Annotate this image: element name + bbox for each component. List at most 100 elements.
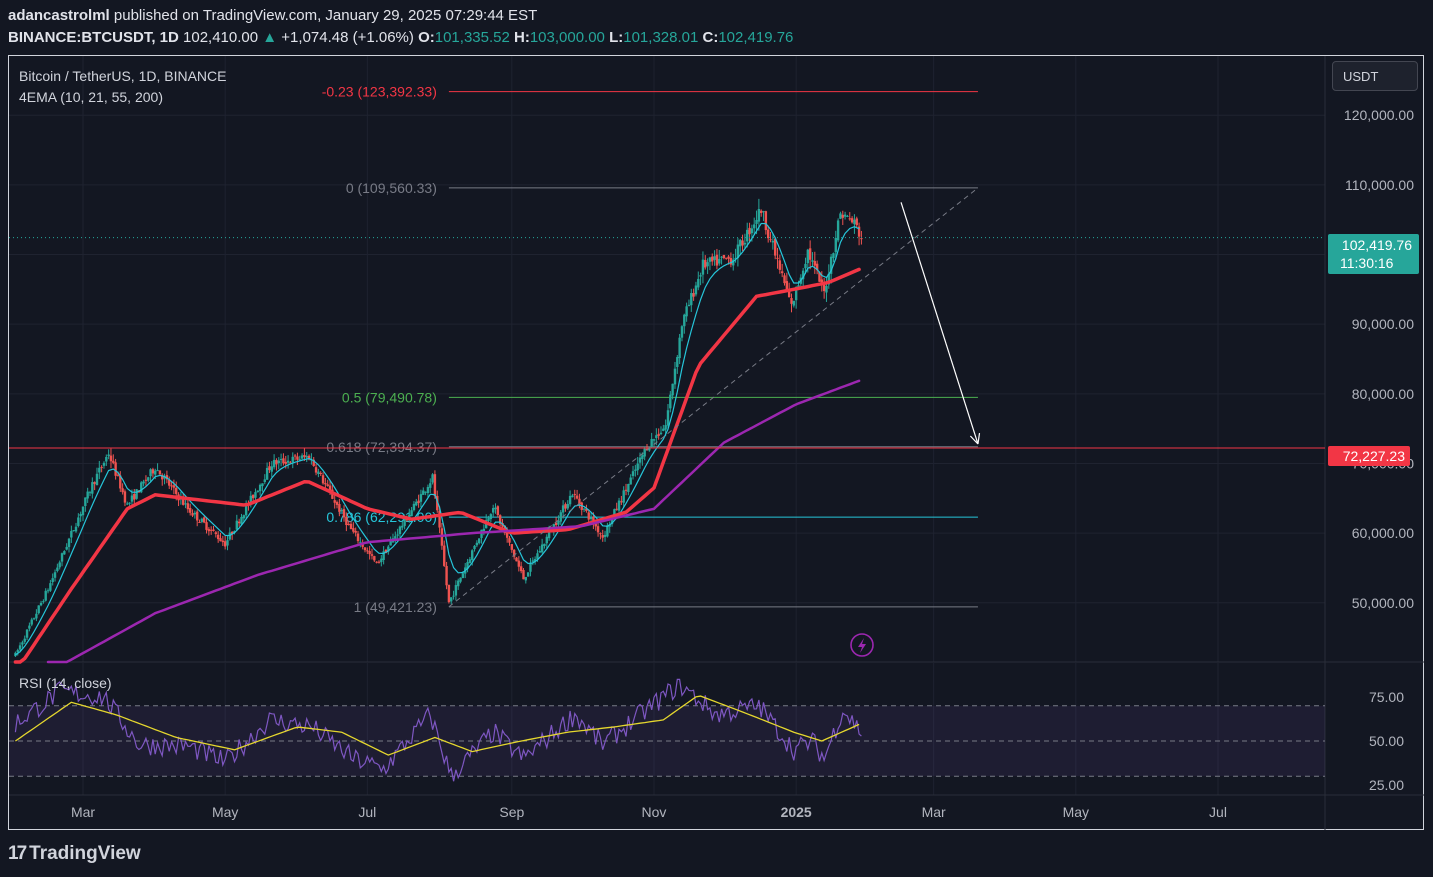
candle-body — [589, 517, 593, 520]
candle-body — [776, 257, 779, 259]
candle-body — [147, 477, 150, 481]
candle — [282, 453, 285, 466]
candle-body — [629, 477, 632, 485]
candle — [545, 534, 548, 549]
indicator-legend[interactable]: 4EMA (10, 21, 55, 200) — [19, 89, 163, 105]
candle — [662, 424, 665, 432]
candle — [431, 473, 434, 485]
candle — [454, 580, 458, 601]
candle-body — [74, 526, 78, 532]
candle — [512, 548, 516, 560]
candle-body — [650, 439, 653, 447]
candle — [56, 563, 59, 573]
candle-body — [184, 503, 187, 505]
candle-body — [340, 509, 343, 512]
candle — [216, 531, 220, 543]
candle-body — [561, 505, 565, 513]
candle — [529, 558, 532, 577]
candles — [14, 198, 863, 657]
candle — [195, 509, 199, 527]
candle — [293, 454, 297, 461]
candle — [345, 512, 348, 532]
currency-unit-button[interactable]: USDT — [1332, 61, 1418, 91]
candle-body — [39, 602, 43, 606]
y-tick-label-3: 80,000.00 — [1352, 386, 1414, 402]
candle — [335, 500, 339, 509]
candle — [813, 251, 817, 274]
candle-body — [606, 525, 609, 537]
candle — [478, 538, 481, 545]
candle-body — [468, 559, 472, 564]
candle — [580, 501, 583, 516]
candle — [382, 546, 385, 565]
candle-body — [107, 454, 110, 457]
candle — [841, 210, 844, 226]
ohlc-line: BINANCE:BTCUSDT, 1D 102,410.00 ▲ +1,074.… — [8, 29, 793, 46]
candle — [219, 532, 222, 542]
rsi-legend[interactable]: RSI (14, close) — [19, 675, 112, 691]
candle-body — [307, 455, 311, 460]
candle-body — [140, 482, 143, 493]
candle — [305, 451, 308, 463]
tradingview-logo[interactable]: 17 TradingView — [8, 843, 141, 865]
candle — [622, 486, 625, 508]
candle — [620, 495, 623, 505]
candle — [443, 540, 446, 567]
candle — [144, 475, 148, 486]
candle-body — [452, 595, 455, 597]
candle-body — [725, 257, 728, 259]
candle — [725, 257, 728, 260]
candle-body — [692, 293, 695, 297]
candle-body — [564, 504, 567, 509]
candle-body — [200, 518, 204, 522]
candle-body — [447, 584, 451, 603]
candle-body — [363, 547, 367, 551]
candle-body — [182, 498, 185, 505]
candle-body — [753, 224, 756, 229]
author-name[interactable]: adancastrolml — [8, 7, 110, 24]
candle — [321, 472, 325, 485]
candle-body — [850, 218, 854, 223]
candle-body — [356, 533, 360, 542]
arrow-head-1 — [969, 435, 979, 445]
candle-body — [720, 256, 723, 258]
drawings — [9, 187, 1325, 657]
candle-body — [466, 562, 469, 569]
open-label: O: — [418, 29, 435, 46]
candle — [258, 483, 262, 496]
candle — [133, 489, 136, 504]
candle-body — [641, 455, 644, 459]
candle — [848, 212, 851, 221]
candle — [515, 557, 518, 562]
candle — [312, 456, 315, 467]
candle — [235, 514, 239, 532]
candle-body — [305, 456, 308, 458]
candle — [415, 498, 418, 507]
candle-body — [718, 258, 721, 264]
pair-legend[interactable]: Bitcoin / TetherUS, 1D, BINANCE — [19, 68, 227, 84]
candle-body — [109, 455, 113, 462]
candle-body — [489, 514, 493, 520]
candle-body — [515, 557, 518, 562]
candle-body — [787, 289, 791, 298]
x-tick-label-1: May — [212, 804, 238, 820]
candle — [601, 529, 604, 542]
candle-body — [557, 520, 560, 525]
candle — [760, 209, 763, 217]
candle-body — [783, 275, 786, 284]
candle — [783, 273, 786, 286]
candle-body — [161, 474, 164, 480]
candle — [438, 506, 441, 534]
x-tick-label-2: Jul — [358, 804, 376, 820]
candle — [424, 491, 427, 496]
candle-body — [98, 467, 101, 473]
candle-body — [58, 562, 61, 568]
candle-body — [848, 218, 851, 220]
candle — [496, 505, 500, 518]
candle — [678, 333, 681, 365]
candle — [112, 454, 115, 465]
candle-body — [694, 285, 698, 295]
candle — [450, 597, 453, 605]
candle-body — [244, 505, 248, 516]
